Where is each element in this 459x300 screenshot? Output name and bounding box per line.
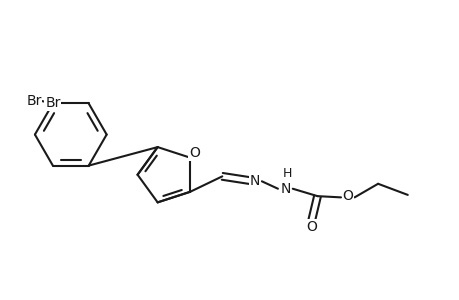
Text: Br: Br (26, 94, 42, 108)
Text: O: O (189, 146, 200, 160)
Text: O: O (305, 220, 316, 234)
Text: N: N (280, 182, 290, 196)
Text: H: H (283, 167, 292, 180)
Text: O: O (341, 189, 353, 203)
Text: Br: Br (45, 97, 61, 110)
Text: N: N (249, 174, 260, 188)
